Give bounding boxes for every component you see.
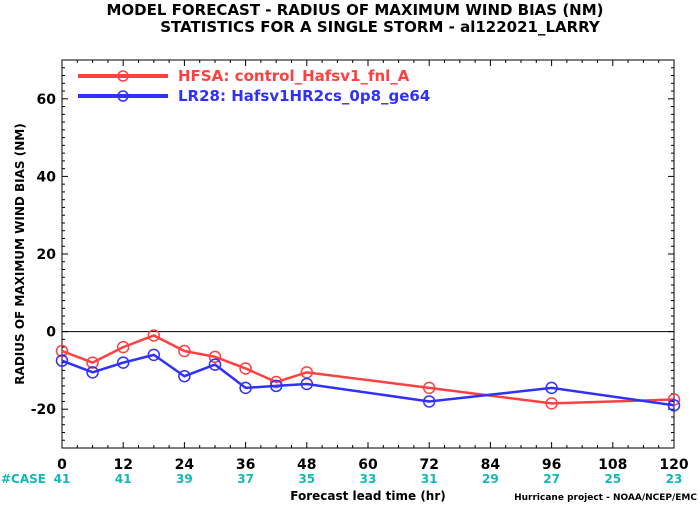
case-count: 31: [421, 472, 438, 486]
data-point: [269, 379, 283, 393]
legend-marker-hfsa: [117, 70, 129, 82]
series-1: [55, 348, 681, 412]
data-point: [86, 356, 99, 369]
chart-title: MODEL FORECAST - RADIUS OF MAXIMUM WIND …: [106, 1, 603, 19]
data-point: [116, 356, 130, 369]
series-0: [55, 329, 681, 410]
x-tick-label: 36: [236, 457, 255, 473]
x-tick-label: 72: [419, 457, 438, 473]
data-point: [86, 366, 99, 379]
case-count: 33: [360, 472, 377, 486]
case-count: 41: [54, 472, 71, 486]
data-point: [667, 399, 681, 412]
case-count: 23: [666, 472, 683, 486]
data-point: [269, 375, 283, 389]
x-tick-label: 96: [542, 457, 561, 473]
x-tick-label: 120: [659, 457, 688, 473]
x-tick-label: 84: [481, 457, 501, 473]
chart-subtitle: STATISTICS FOR A SINGLE STORM - al122021…: [160, 18, 601, 36]
legend-label-lr28: LR28: Hafsv1HR2cs_0p8_ge64: [178, 87, 430, 105]
legend-label-hfsa: HFSA: control_Hafsv1_fnl_A: [178, 67, 410, 85]
case-count: 39: [176, 472, 193, 486]
data-point: [55, 344, 69, 358]
y-tick-label: -20: [31, 402, 57, 418]
x-tick-label: 108: [598, 457, 627, 473]
case-count: 25: [604, 472, 621, 486]
plot-area-frame: [61, 59, 675, 449]
data-point: [116, 340, 130, 354]
data-point: [178, 369, 191, 383]
case-counts: 41 41 39 37 35 33 31 29 27 25 23: [54, 472, 683, 486]
y-tick-label: 0: [46, 325, 56, 341]
data-point: [208, 358, 222, 371]
data-point: [545, 381, 558, 395]
data-point: [422, 395, 436, 408]
y-tick-label: 40: [37, 169, 57, 185]
x-axis-label: Forecast lead time (hr): [290, 489, 446, 503]
case-count: 29: [482, 472, 499, 486]
x-tick-label: 0: [57, 457, 67, 473]
data-point: [147, 348, 161, 362]
data-point: [239, 381, 252, 395]
legend: HFSA: control_Hafsv1_fnl_A LR28: Hafsv1H…: [78, 67, 430, 105]
y-axis-ticks: -20 0 20 40 60: [31, 59, 674, 449]
data-point: [147, 329, 161, 342]
case-count: 27: [543, 472, 560, 486]
data-point: [208, 350, 222, 364]
series-layer: [55, 329, 681, 412]
credit-text: Hurricane project - NOAA/NCEP/EMC: [514, 493, 697, 503]
legend-marker-lr28: [117, 90, 129, 102]
x-tick-label: 12: [113, 457, 132, 473]
x-axis-ticks: 0 12 24 36 48 60 72 84 96 108 120: [57, 60, 689, 473]
data-point: [239, 362, 252, 375]
y-tick-label: 60: [37, 92, 57, 108]
data-point: [422, 381, 436, 395]
x-tick-label: 48: [297, 457, 316, 473]
data-point: [300, 377, 314, 391]
data-point: [545, 397, 558, 410]
case-count: 35: [298, 472, 315, 486]
data-point: [55, 354, 69, 367]
case-count: 37: [237, 472, 254, 486]
y-tick-label: 20: [37, 247, 57, 263]
data-point: [178, 344, 191, 358]
case-count: 41: [115, 472, 132, 486]
x-tick-label: 60: [358, 457, 378, 473]
case-label: #CASE: [1, 472, 46, 486]
y-axis-label: RADIUS OF MAXIMUM WIND BIAS (NM): [13, 123, 27, 384]
x-tick-label: 24: [175, 457, 195, 473]
